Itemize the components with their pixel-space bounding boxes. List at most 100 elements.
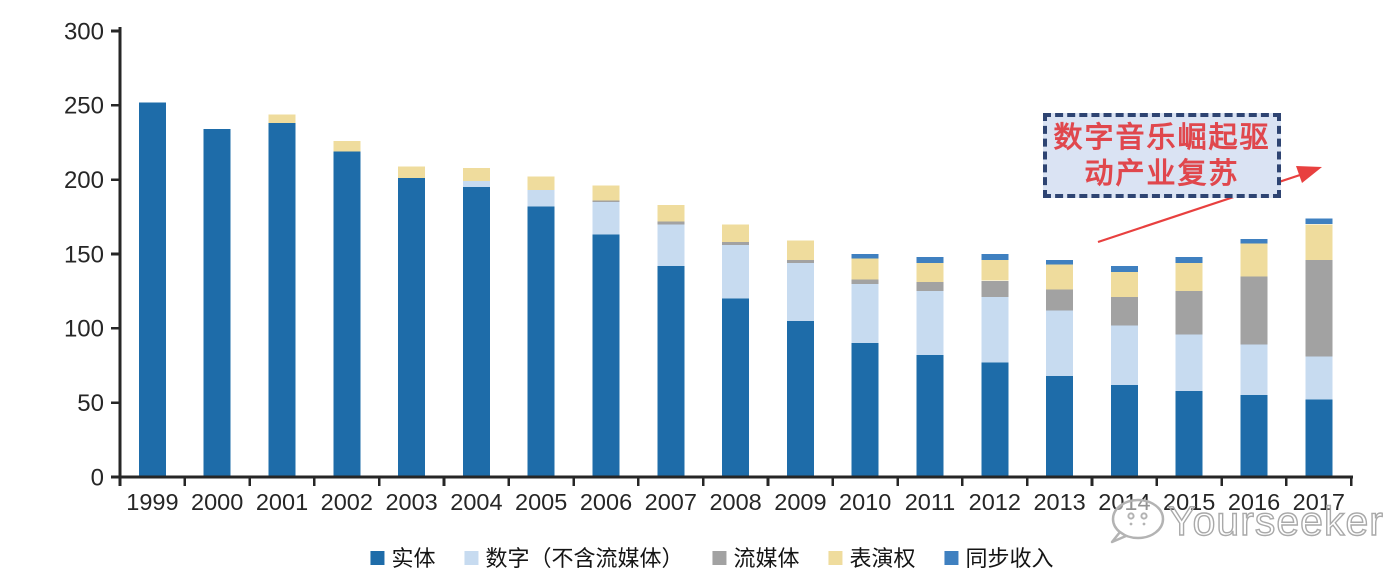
x-axis-tick-label: 2016 <box>1228 489 1280 515</box>
bar-segment <box>722 298 750 477</box>
bar-stack-2015 <box>1175 257 1203 477</box>
bar-segment <box>851 254 879 259</box>
x-axis-tick-label: 2005 <box>515 489 567 515</box>
x-axis-tick-label: 2009 <box>774 489 826 515</box>
bar-segment <box>1110 265 1138 272</box>
x-axis-tick-label: 2011 <box>905 489 956 515</box>
legend-label-sync: 同步收入 <box>965 546 1054 571</box>
bar-segment <box>527 176 555 191</box>
bar-segment <box>786 240 814 260</box>
legend-item-performance: 表演权 <box>828 541 916 573</box>
x-axis-tick-label: 2003 <box>385 489 437 515</box>
bar-segment <box>1240 243 1268 277</box>
x-axis-tick-label: 2015 <box>1163 489 1215 515</box>
bar-segment <box>1046 264 1074 290</box>
bar-segment <box>268 123 296 477</box>
bar-stack-2007 <box>657 204 685 477</box>
bar-segment <box>462 167 490 182</box>
x-axis-tick-label: 1999 <box>126 489 178 515</box>
bar-segment <box>1240 395 1268 477</box>
bar-segment <box>1046 310 1074 376</box>
bar-segment <box>1110 325 1138 385</box>
x-axis-tick-label: 2004 <box>450 489 502 515</box>
annotation-arrowhead-icon <box>1296 166 1322 183</box>
bar-stack-2016 <box>1240 239 1268 477</box>
legend-label-performance: 表演权 <box>849 546 916 571</box>
bar-segment <box>398 166 426 179</box>
bar-segment <box>916 355 944 477</box>
bar-segment <box>851 343 879 477</box>
legend-swatch-performance-icon <box>828 551 843 565</box>
bar-segment <box>1175 334 1203 391</box>
bar-segment <box>786 320 814 477</box>
bar-segment <box>203 129 231 477</box>
legend-swatch-streaming-icon <box>712 551 727 565</box>
bar-stack-2010 <box>851 254 879 477</box>
legend-item-sync: 同步收入 <box>944 541 1054 573</box>
bar-segment <box>722 242 750 246</box>
y-axis-tick-label: 0 <box>91 464 104 491</box>
x-axis-tick-label: 2013 <box>1033 489 1085 515</box>
legend-label-physical: 实体 <box>391 546 436 571</box>
bar-segment <box>1175 390 1203 477</box>
bar-segment <box>527 206 555 477</box>
legend-swatch-sync-icon <box>944 551 959 565</box>
bar-segment <box>916 262 944 283</box>
legend: 实体 数字（不含流媒体） 流媒体 表演权 同步收入 <box>370 541 1054 573</box>
bar-stack-2011 <box>916 257 944 477</box>
bar-segment <box>851 283 879 344</box>
bar-segment <box>462 181 490 188</box>
bar-stack-2008 <box>722 224 750 477</box>
bar-segment <box>1175 262 1203 292</box>
bar-segment <box>1110 297 1138 326</box>
bar-segment <box>592 185 620 201</box>
bar-stack-2005 <box>527 176 555 477</box>
bar-segment <box>1305 218 1333 225</box>
y-axis-tick-label: 250 <box>64 93 104 120</box>
bar-segment <box>916 257 944 263</box>
bar-segment <box>981 254 1009 260</box>
bar-segment <box>981 362 1009 477</box>
x-axis-tick-label: 2012 <box>969 489 1021 515</box>
bar-segment <box>657 221 685 225</box>
bar-segment <box>138 102 166 478</box>
bar-segment <box>592 202 620 235</box>
bar-segment <box>981 259 1009 281</box>
y-axis-tick-label: 200 <box>64 167 104 194</box>
bar-segment <box>1046 375 1074 477</box>
x-axis-tick-label: 2001 <box>256 489 308 515</box>
y-axis-tick-label: 300 <box>64 18 104 45</box>
x-axis-tick-label: 2014 <box>1098 489 1150 515</box>
x-axis-tick-label: 2010 <box>839 489 891 515</box>
legend-item-streaming: 流媒体 <box>712 541 800 573</box>
bar-segment <box>722 245 750 299</box>
bar-segment <box>1175 257 1203 263</box>
bar-segment <box>333 151 361 477</box>
bar-segment <box>657 265 685 477</box>
axes <box>111 27 1354 486</box>
bar-segment <box>786 262 814 321</box>
bar-segment <box>1175 291 1203 335</box>
bar-segment <box>1240 276 1268 345</box>
bar-segment <box>786 259 814 263</box>
bar-stack-2003 <box>398 166 426 477</box>
bar-stack-2002 <box>333 141 361 477</box>
bar-segment <box>1110 384 1138 477</box>
bar-stack-2000 <box>203 129 231 477</box>
bar-segment <box>1046 289 1074 311</box>
bar-stack-2004 <box>462 167 490 477</box>
legend-item-digital: 数字（不含流媒体） <box>464 541 683 573</box>
bar-segment <box>851 258 879 280</box>
bar-stack-2012 <box>981 254 1009 477</box>
bar-stack-2006 <box>592 185 620 477</box>
x-axis-tick-label: 2017 <box>1293 489 1345 515</box>
annotation-text-line2: 动产业复苏 <box>1084 157 1240 190</box>
bar-segment <box>527 190 555 207</box>
bar-segment <box>1110 271 1138 298</box>
bar-segment <box>1305 224 1333 260</box>
x-axis-tick-label: 2006 <box>580 489 632 515</box>
bar-stack-2009 <box>786 240 814 477</box>
bar-segment <box>592 234 620 477</box>
y-axis-labels: 0 50 100 150 200 250 300 <box>64 18 104 491</box>
